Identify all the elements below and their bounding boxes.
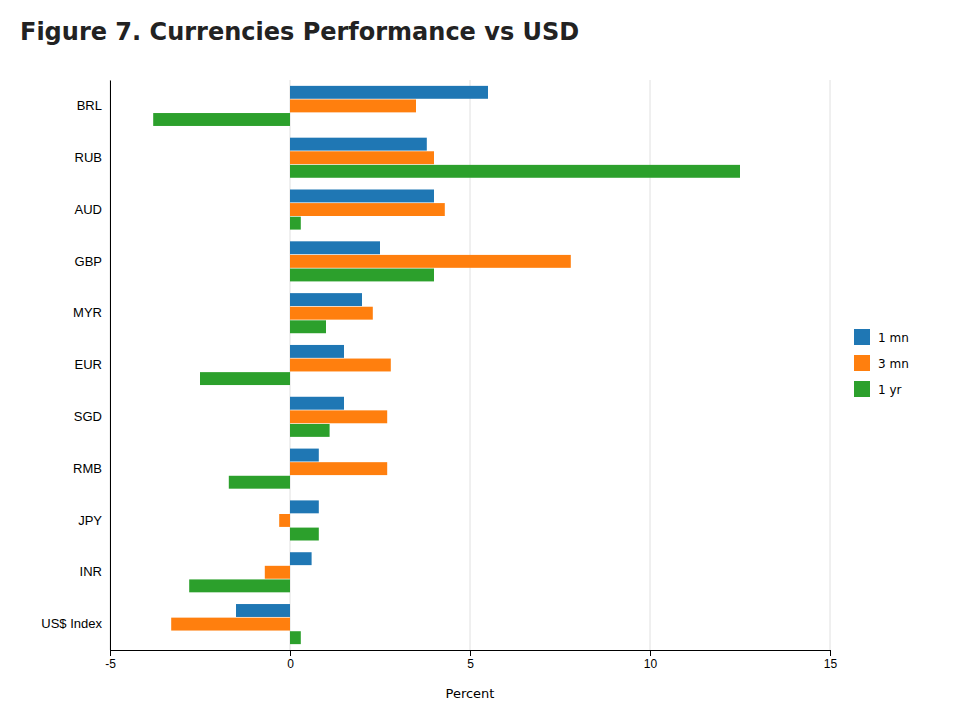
y-tick: US$ Index: [41, 616, 110, 631]
y-tick-label: AUD: [75, 202, 102, 217]
bar: [290, 345, 344, 358]
bar: [290, 631, 301, 644]
bar: [290, 462, 387, 475]
series: [153, 113, 740, 644]
bar: [229, 476, 290, 489]
y-tick-label: US$ Index: [41, 616, 102, 631]
series: [171, 99, 571, 630]
y-tick: GBP: [75, 254, 110, 269]
bar: [290, 268, 434, 281]
bar: [290, 255, 571, 268]
x-tick: 15: [824, 650, 838, 671]
grid-line: [110, 80, 111, 650]
bar: [290, 203, 445, 216]
x-tick-mark: [830, 650, 831, 656]
y-tick: RMB: [73, 461, 110, 476]
x-tick: 5: [467, 650, 474, 671]
y-tick: EUR: [75, 357, 110, 372]
bar: [290, 165, 740, 178]
bar: [290, 397, 344, 410]
x-tick-mark: [110, 650, 111, 656]
x-tick-label: 5: [467, 657, 474, 671]
y-tick: BRL: [77, 98, 110, 113]
bar: [290, 293, 362, 306]
y-tick: JPY: [78, 513, 110, 528]
legend-label: 3 mn: [878, 357, 909, 371]
x-tick-label: -5: [105, 657, 116, 671]
legend-swatch: [854, 355, 870, 371]
bar: [171, 618, 290, 631]
x-tick: -5: [105, 650, 116, 671]
bar: [189, 579, 290, 592]
y-tick: RUB: [75, 150, 110, 165]
y-tick-label: MYR: [73, 305, 102, 320]
bar: [200, 372, 290, 385]
bar: [290, 241, 380, 254]
bar: [265, 566, 290, 579]
bar: [290, 528, 319, 541]
chart: Figure 7. Currencies Performance vs USD -…: [0, 0, 960, 720]
bar: [290, 138, 427, 151]
y-tick: MYR: [73, 305, 110, 320]
bar: [290, 86, 488, 99]
x-tick-mark: [470, 650, 471, 656]
x-tick-label: 10: [644, 657, 658, 671]
x-axis-line: [111, 651, 831, 657]
bar: [290, 410, 387, 423]
bar: [279, 514, 290, 527]
y-tick-label: SGD: [74, 409, 102, 424]
bar: [290, 320, 326, 333]
x-axis-title: Percent: [446, 686, 495, 701]
y-tick-label: GBP: [75, 254, 102, 269]
x-tick-mark: [650, 650, 651, 656]
grid: [110, 80, 830, 650]
bar: [290, 99, 416, 112]
bar: [290, 449, 319, 462]
y-tick-label: EUR: [75, 357, 102, 372]
bar: [153, 113, 290, 126]
bar: [290, 189, 434, 202]
y-tick-label: RMB: [73, 461, 102, 476]
x-tick: 0: [287, 650, 294, 671]
legend-label: 1 mn: [878, 331, 909, 345]
x-axis: -5 0 5 10 15: [105, 650, 837, 671]
legend-item: 1 mn: [854, 329, 909, 345]
legend-item: 3 mn: [854, 355, 909, 371]
bar: [290, 151, 434, 164]
x-tick-label: 0: [287, 657, 294, 671]
y-tick: INR: [80, 564, 110, 579]
bar: [290, 500, 319, 513]
title: Figure 7. Currencies Performance vs USD: [20, 18, 579, 46]
bar: [236, 604, 290, 617]
y-axis-line: [110, 81, 111, 651]
bar: [290, 307, 373, 320]
legend-item: 1 yr: [854, 381, 902, 397]
plot: -5 0 5 10 15 BRL RUB AUD GBP MYR EUR SGD RMB JPY INR US…: [41, 80, 837, 671]
legend-swatch: [854, 381, 870, 397]
x-tick-label: 15: [824, 657, 838, 671]
bar: [290, 552, 312, 565]
legend-swatch: [854, 329, 870, 345]
y-tick-label: INR: [80, 564, 102, 579]
y-axis: BRL RUB AUD GBP MYR EUR SGD RMB JPY INR US$ Index: [41, 81, 110, 651]
y-tick: SGD: [74, 409, 110, 424]
grid-line: [830, 80, 831, 650]
bar: [290, 424, 330, 437]
x-tick-mark: [290, 650, 291, 656]
y-tick-label: RUB: [75, 150, 102, 165]
x-tick: 10: [644, 650, 658, 671]
legend-label: 1 yr: [878, 383, 902, 397]
y-tick-label: BRL: [77, 98, 102, 113]
y-tick-label: JPY: [78, 513, 102, 528]
bar: [290, 217, 301, 230]
bar: [290, 359, 391, 372]
bars: [153, 86, 740, 644]
y-tick: AUD: [75, 202, 110, 217]
legend: 1 mn 3 mn 1 yr: [854, 329, 909, 397]
